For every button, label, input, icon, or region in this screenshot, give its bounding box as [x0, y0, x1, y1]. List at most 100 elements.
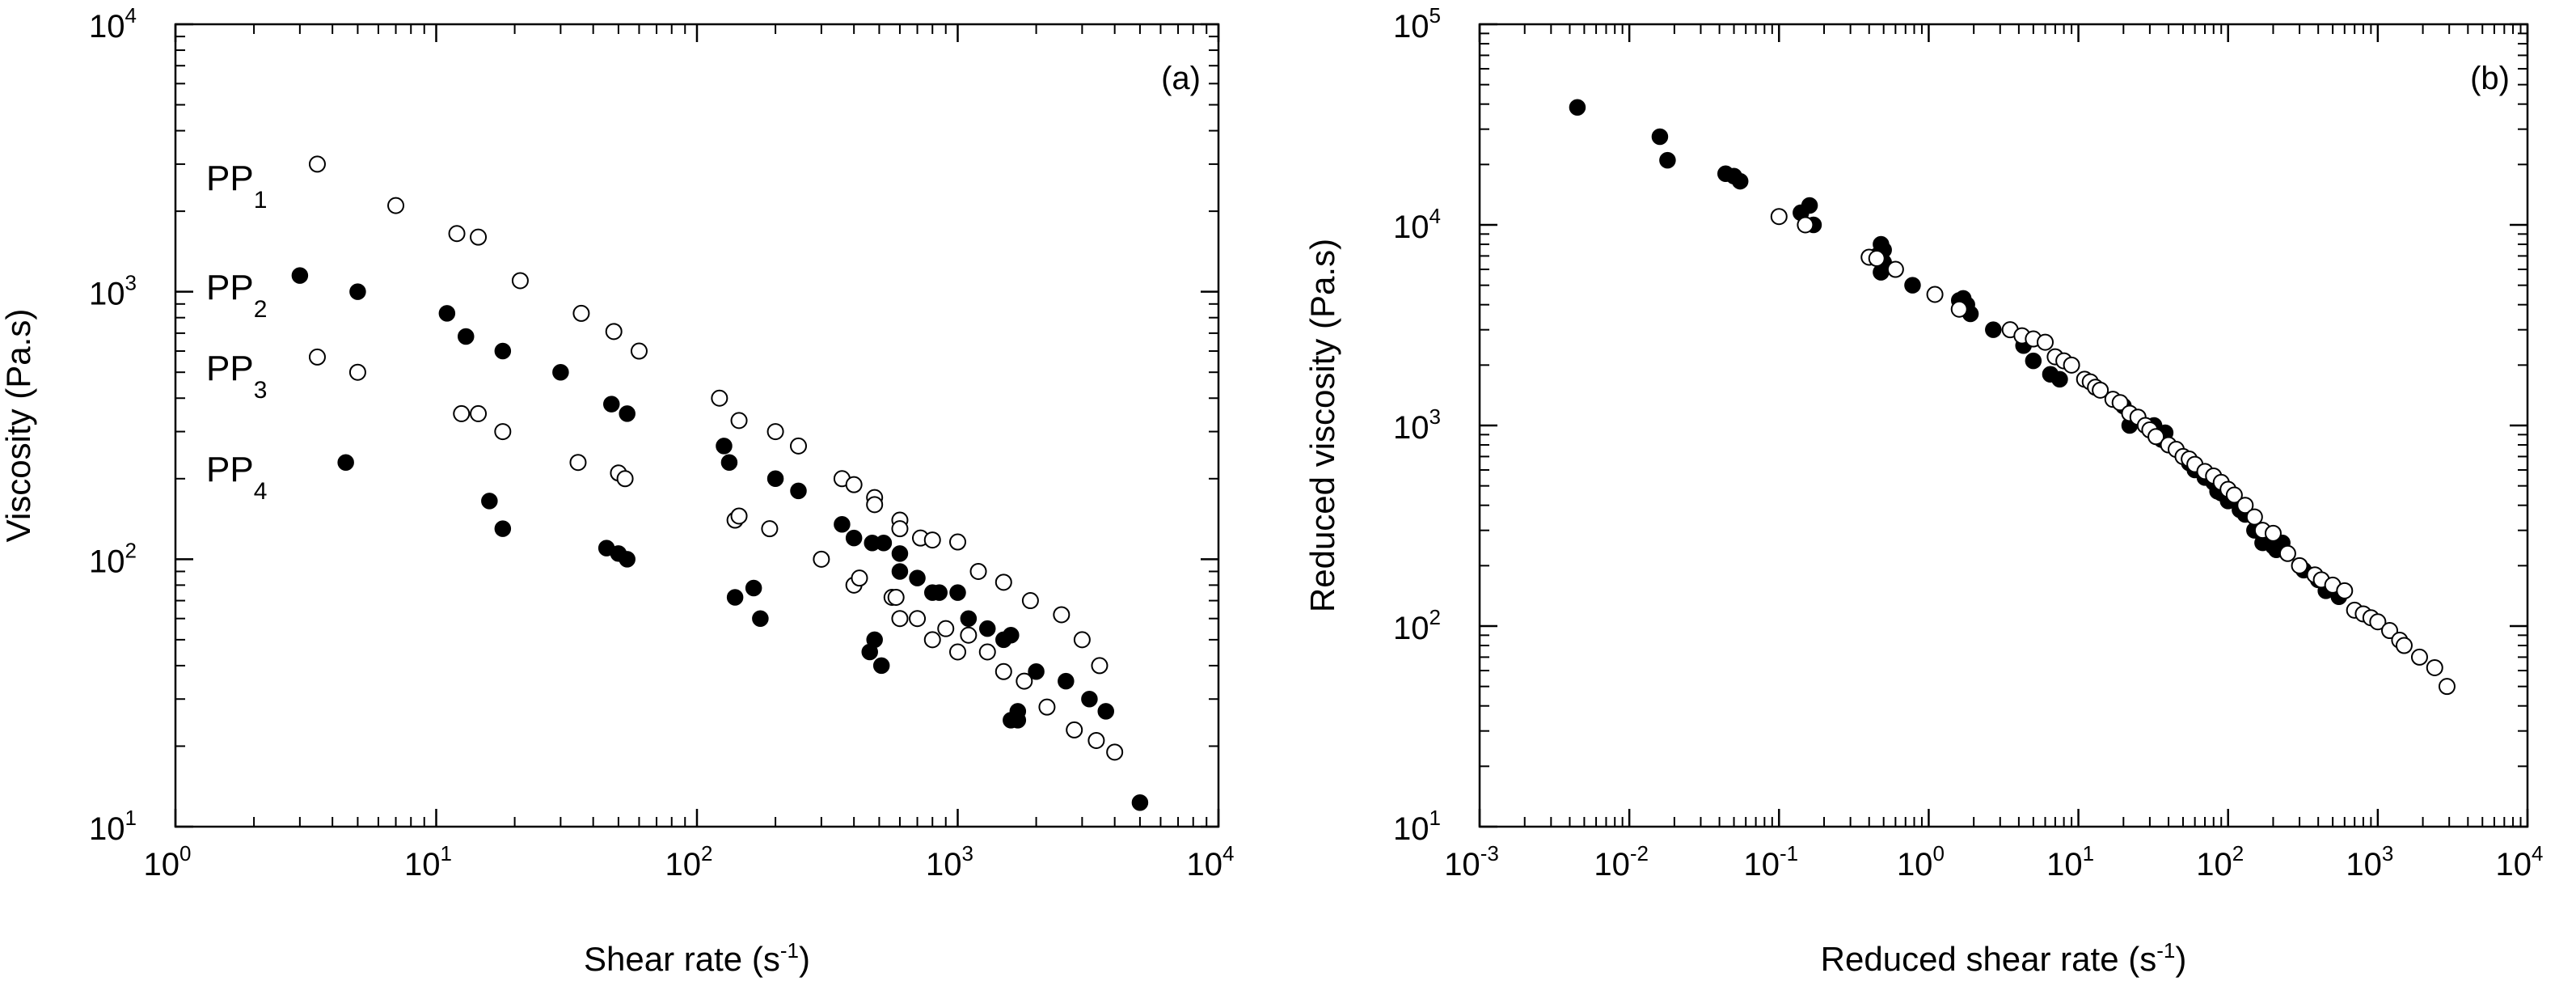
data-point-pp1: [572, 304, 590, 322]
data-point-pp3: [813, 550, 830, 568]
data-point-open: [1797, 216, 1814, 234]
y-tick-label: 103: [1393, 404, 1441, 446]
data-point-pp3: [949, 643, 966, 661]
x-tick-label: 101: [404, 841, 452, 882]
data-point-open: [2236, 497, 2254, 514]
data-point-open: [2381, 622, 2399, 640]
data-point-pp2: [949, 584, 966, 601]
data-point-pp4: [872, 657, 890, 675]
data-point-open: [2426, 658, 2443, 676]
data-point-open: [1770, 208, 1788, 226]
x-tick-label: 10-2: [1594, 841, 1649, 882]
data-point-pp2: [931, 584, 948, 601]
data-point-open: [2395, 637, 2413, 654]
data-point-pp1: [1053, 606, 1071, 624]
y-tick-label: 105: [1393, 3, 1441, 44]
data-point-pp2: [1058, 672, 1075, 690]
data-point-pp1: [387, 197, 405, 214]
data-point-pp2: [1097, 703, 1114, 720]
data-point-filled: [2025, 352, 2042, 370]
data-point-pp1: [969, 562, 987, 580]
data-point-filled: [1801, 197, 1818, 214]
data-point-pp3: [909, 610, 927, 628]
x-tick-label: 100: [1897, 841, 1945, 882]
data-point-open: [2438, 678, 2456, 696]
data-point-pp3: [995, 662, 1012, 680]
data-point-open: [2245, 508, 2263, 526]
panel-b: 10-3 10-2 10-1 100 101 102 103 104 101 102 103 104 1…: [1303, 3, 2543, 978]
data-point-pp2: [349, 283, 366, 300]
x-tick-label: 104: [2496, 841, 2544, 882]
data-point-pp1: [790, 437, 808, 455]
data-point-pp2: [766, 470, 784, 488]
data-point-pp4: [494, 520, 512, 537]
x-tick-label: 101: [2046, 841, 2094, 882]
data-point-pp3: [937, 620, 955, 637]
data-point-open: [2111, 394, 2129, 412]
y-tick-label: 104: [1393, 204, 1441, 245]
data-point-pp2: [552, 363, 569, 381]
data-point-pp2: [891, 563, 909, 580]
data-point-pp2: [834, 515, 851, 533]
panel-a-plot-frame: [174, 23, 1220, 828]
data-point-filled: [1659, 151, 1676, 169]
data-point-pp3: [978, 643, 996, 661]
data-point-pp3: [616, 470, 634, 488]
data-point-pp4: [866, 631, 883, 649]
data-point-pp4: [481, 493, 498, 510]
data-point-filled: [1904, 277, 1921, 294]
data-point-pp2: [438, 305, 456, 322]
data-point-pp2: [891, 545, 909, 562]
data-point-pp1: [1021, 592, 1039, 610]
data-point-pp3: [308, 348, 326, 366]
data-point-pp2: [1028, 663, 1045, 680]
data-point-pp1: [630, 342, 648, 360]
data-point-pp4: [337, 454, 354, 471]
data-point-pp3: [470, 404, 488, 422]
data-point-open: [1950, 300, 1968, 318]
data-point-pp2: [720, 454, 738, 471]
data-point-pp3: [891, 610, 909, 628]
x-tick-label: 10-1: [1743, 841, 1798, 882]
x-tick-label: 102: [2196, 841, 2244, 882]
data-point-pp1: [308, 155, 326, 173]
data-point-pp2: [494, 342, 512, 360]
series-label-pp1: PP1: [206, 159, 267, 214]
data-point-pp4: [1009, 712, 1027, 729]
data-point-pp1: [605, 323, 623, 341]
data-point-pp1: [511, 272, 529, 290]
data-point-pp3: [960, 626, 978, 644]
data-point-pp2: [1081, 690, 1098, 708]
data-point-open: [2410, 648, 2428, 666]
data-point-pp2: [875, 535, 893, 552]
data-point-filled: [1873, 264, 1890, 281]
data-point-pp3: [348, 363, 366, 381]
data-point-filled: [1651, 128, 1669, 146]
panel-a-points: [291, 155, 1149, 811]
data-point-pp2: [845, 529, 863, 547]
data-point-pp4: [619, 551, 636, 568]
data-point-pp1: [730, 412, 748, 430]
y-tick-label: 102: [89, 538, 137, 579]
data-point-pp1: [711, 389, 728, 407]
y-tick-label: 101: [89, 806, 137, 847]
data-point-pp3: [923, 631, 941, 649]
data-point-pp1: [845, 476, 863, 493]
data-point-open: [2291, 557, 2308, 574]
x-tick-label: 103: [2346, 841, 2393, 882]
data-point-open: [2092, 381, 2109, 399]
data-point-pp2: [1003, 626, 1020, 644]
data-point-open: [2225, 486, 2243, 504]
y-tick-label: 104: [89, 3, 137, 44]
data-point-pp1: [995, 573, 1012, 591]
data-point-filled: [1569, 99, 1586, 116]
data-point-open: [2147, 428, 2165, 446]
panel-b-x-axis-label: Reduced shear rate (s-1): [1821, 938, 2187, 978]
data-point-pp2: [909, 569, 926, 586]
data-point-open: [2036, 333, 2054, 351]
data-point-pp4: [752, 610, 769, 627]
panel-b-label: (b): [2470, 61, 2510, 96]
data-point-pp4: [726, 589, 744, 606]
panel-b-points: [1569, 99, 2456, 696]
